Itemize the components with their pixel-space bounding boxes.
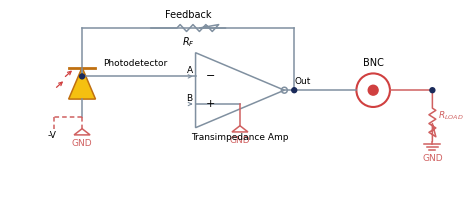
Text: $R_{LOAD}$: $R_{LOAD}$ <box>438 110 464 122</box>
Text: $R_F$: $R_F$ <box>182 35 194 49</box>
Circle shape <box>292 88 297 93</box>
Text: +: + <box>205 99 215 109</box>
Text: A: A <box>186 66 192 75</box>
Text: -V: -V <box>48 131 57 140</box>
Polygon shape <box>69 67 95 99</box>
Polygon shape <box>196 53 284 128</box>
Circle shape <box>80 74 84 79</box>
Text: Feedback: Feedback <box>165 10 211 20</box>
Text: GND: GND <box>422 154 443 163</box>
Text: B: B <box>186 94 192 103</box>
Text: Out: Out <box>294 77 310 86</box>
Text: Photodetector: Photodetector <box>103 59 167 68</box>
Text: BNC: BNC <box>363 59 383 68</box>
Circle shape <box>430 88 435 93</box>
Circle shape <box>368 85 378 95</box>
Text: GND: GND <box>229 136 250 145</box>
Text: Transimpedance Amp: Transimpedance Amp <box>191 133 289 142</box>
Text: GND: GND <box>72 139 92 148</box>
Text: −: − <box>205 71 215 81</box>
